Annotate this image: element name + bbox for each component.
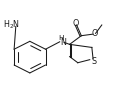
Text: S: S: [91, 57, 96, 66]
Text: O: O: [91, 29, 98, 38]
Text: H: H: [59, 35, 64, 41]
Text: N: N: [60, 38, 66, 47]
Text: H$_2$N: H$_2$N: [3, 19, 20, 31]
Text: O: O: [72, 19, 78, 28]
